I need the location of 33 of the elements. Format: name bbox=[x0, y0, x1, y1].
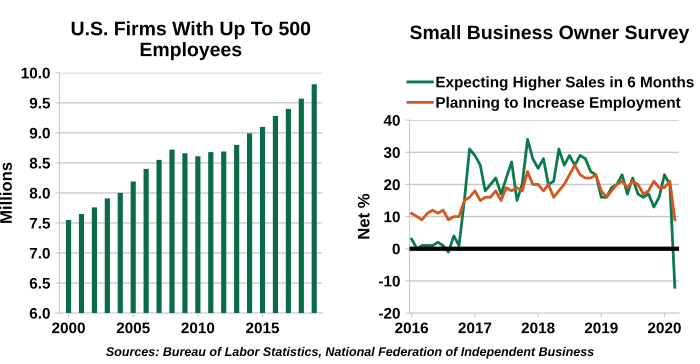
legend-label: Planning to Increase Employment bbox=[436, 96, 681, 111]
y-tick-label: 6.0 bbox=[30, 308, 50, 319]
y-tick-label: 8.5 bbox=[30, 158, 50, 169]
y-tick-label: -20 bbox=[378, 308, 400, 319]
x-tick-label: 2016 bbox=[395, 322, 428, 334]
y-tick-label: 7.0 bbox=[30, 248, 50, 259]
x-tick-label: 2017 bbox=[458, 322, 492, 334]
y-tick-label: 8.0 bbox=[30, 188, 50, 199]
chart-title: Small Business Owner Survey bbox=[410, 25, 690, 44]
line-series bbox=[410, 164, 676, 222]
chart-title: U.S. Firms With Up To 500 Employees bbox=[72, 21, 310, 60]
y-tick-label: 40 bbox=[384, 114, 400, 126]
y-tick-label: 9.5 bbox=[30, 98, 50, 109]
x-tick-label: 2018 bbox=[522, 322, 555, 334]
y-tick-label: 30 bbox=[384, 147, 400, 158]
x-tick-label: 2010 bbox=[181, 322, 214, 334]
x-tick-label: 2020 bbox=[648, 322, 681, 334]
y-tick-label: 10.0 bbox=[22, 68, 50, 78]
x-tick-label: 2000 bbox=[52, 322, 85, 334]
y-tick-label: 9.0 bbox=[30, 128, 50, 139]
x-tick-label: 2019 bbox=[584, 322, 618, 334]
source-note: Sources: Bureau of Labor Statistics, National Federation of Independent Business bbox=[106, 346, 594, 359]
y-tick-label: 0 bbox=[392, 244, 400, 254]
y-tick-label: 7.5 bbox=[30, 218, 50, 229]
y-tick-label: -10 bbox=[378, 276, 400, 287]
legend-label: Expecting Higher Sales in 6 Months bbox=[436, 76, 694, 91]
y-axis-title: Net % bbox=[358, 194, 370, 239]
y-axis-title: Millions bbox=[0, 162, 12, 223]
y-tick-label: 20 bbox=[384, 179, 400, 190]
y-tick-label: 10 bbox=[384, 211, 400, 222]
y-tick-label: 6.5 bbox=[30, 278, 50, 289]
x-tick-label: 2015 bbox=[246, 322, 280, 334]
x-tick-label: 2005 bbox=[116, 322, 150, 334]
